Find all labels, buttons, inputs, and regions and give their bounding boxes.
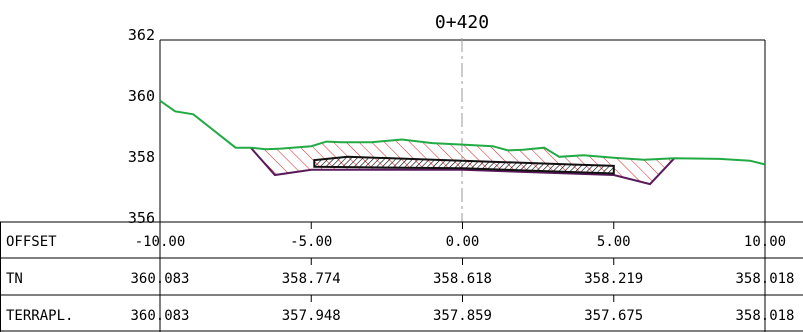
- y-tick-label-360: 360: [128, 87, 155, 105]
- table-cell-tn: 358.774: [282, 271, 341, 287]
- table-cell-terrapl: 357.859: [433, 308, 492, 324]
- y-tick-label-362: 362: [128, 26, 155, 44]
- table-cell-tn: 358.219: [584, 271, 643, 287]
- table-cell-tn: 360.083: [130, 271, 189, 287]
- table-cell-offset: -10.00: [135, 234, 186, 250]
- table-cell-offset: 5.00: [597, 234, 631, 250]
- row-label-terrapl: TERRAPL.: [6, 308, 73, 324]
- table-cell-tn: 358.018: [735, 271, 794, 287]
- y-tick-label-358: 358: [128, 148, 155, 166]
- y-tick-label-356: 356: [128, 209, 155, 227]
- table-cell-terrapl: 360.083: [130, 308, 189, 324]
- table-cell-offset: 10.00: [744, 234, 786, 250]
- terrain-line: [159, 99, 766, 166]
- table-cell-tn: 358.618: [433, 271, 492, 287]
- pavement-layer: [313, 155, 615, 175]
- table-cell-terrapl: 357.948: [282, 308, 341, 324]
- table-cell-offset: -5.00: [290, 234, 332, 250]
- design-line: [250, 147, 676, 186]
- table-cell-terrapl: 358.018: [735, 308, 794, 324]
- data-table: OFFSET TN TERRAPL. -10.00 360.083 360.083 -…: [0, 221, 803, 332]
- table-cell-terrapl: 357.675: [584, 308, 643, 324]
- row-label-offset: OFFSET: [6, 234, 57, 250]
- section-title: 0+420: [435, 12, 489, 33]
- row-label-tn: TN: [6, 271, 23, 287]
- table-cell-offset: 0.00: [446, 234, 480, 250]
